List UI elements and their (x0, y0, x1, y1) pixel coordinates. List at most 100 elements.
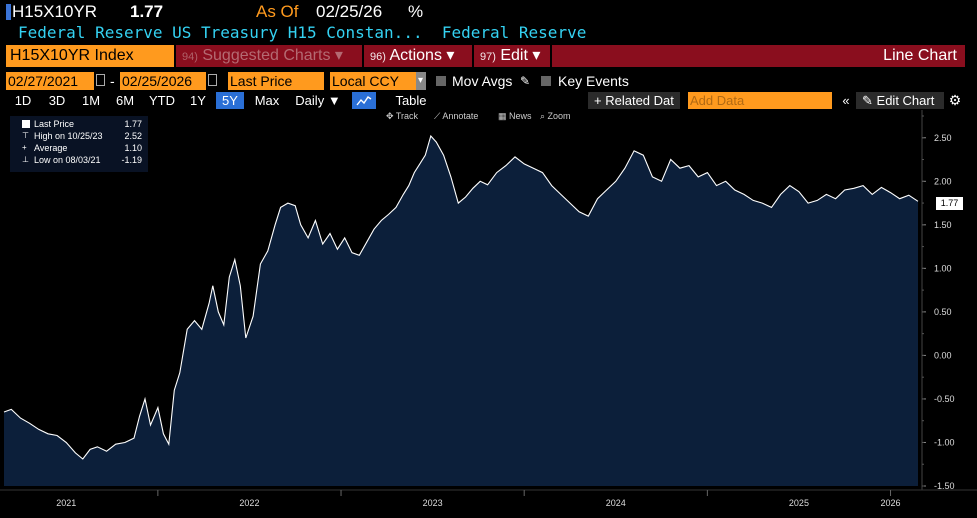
key-events-label: Key Events (558, 73, 629, 89)
legend-high: ⊤ High on 10/25/23 2.52 (10, 130, 148, 142)
collapse-icon[interactable]: « (842, 93, 850, 108)
y-tick-label: 1.50 (934, 220, 952, 230)
chart-type-label: Line Chart (552, 45, 965, 67)
y-tick-label: 2.50 (934, 133, 952, 143)
field-select[interactable]: Last Price (228, 72, 324, 90)
currency-select[interactable]: Local CCY (330, 72, 416, 90)
as-of-label: As Of (256, 2, 299, 21)
ticker-symbol[interactable]: H15X10YR (12, 2, 98, 21)
date-separator: - (110, 73, 115, 89)
edit-chart-button[interactable]: ✎ Edit Chart (856, 92, 944, 109)
plus-icon: + (594, 93, 602, 108)
line-chart[interactable]: 2.50 2.00 1.50 1.00 0.50 0.00 -0.50 -1.00 -1.50 2… (0, 110, 977, 518)
chevron-down-icon: ▾ (532, 47, 541, 64)
chart-area[interactable]: 2.50 2.00 1.50 1.00 0.50 0.00 -0.50 -1.00 -1.50 2… (0, 110, 977, 518)
chart-legend: Last Price 1.77 ⊤ High on 10/25/23 2.52 … (10, 116, 148, 172)
range-button-6m[interactable]: 6M (115, 93, 135, 108)
legend-last-price[interactable]: Last Price 1.77 (10, 118, 148, 130)
range-button-1m[interactable]: 1M (81, 93, 101, 108)
x-tick-label: 2026 (881, 498, 901, 508)
mov-avgs-checkbox[interactable] (436, 76, 446, 86)
actions-menu[interactable]: 96) Actions ▾ (364, 45, 472, 67)
pencil-icon[interactable]: ✎ (520, 74, 531, 88)
legend-last-value: 1.77 (124, 119, 142, 129)
chart-controls: 02/27/2021 - 02/25/2026 Last Price Local… (0, 72, 977, 90)
zoom-tool[interactable]: ⌕ Zoom (540, 111, 571, 121)
x-tick-label: 2025 (789, 498, 809, 508)
ticker-header: H15X10YR 1.77 As Of 02/25/26 % (0, 0, 977, 24)
line-chart-icon[interactable] (352, 92, 376, 109)
range-toolbar: 1D 3D 1M 6M YTD 1Y 5Y Max Daily ▼ Table + Relat… (0, 92, 977, 109)
suggested-charts-menu[interactable]: 94) Suggested Charts ▾ (176, 45, 362, 67)
range-button-1y[interactable]: 1Y (190, 93, 206, 108)
news-label: News (509, 111, 532, 121)
range-button-ytd[interactable]: YTD (149, 93, 175, 108)
y-tick-label: -0.50 (934, 394, 955, 404)
y-tick-label: -1.50 (934, 481, 955, 491)
range-button-3d[interactable]: 3D (48, 93, 66, 108)
menu-bar: H15X10YR Index 94) Suggested Charts ▾ 96… (0, 45, 977, 67)
chevron-down-icon: ▾ (446, 47, 455, 64)
legend-avg-label: Average (34, 143, 68, 153)
low-marker-icon: ⊥ (22, 155, 29, 164)
x-tick-label: 2021 (56, 498, 76, 508)
series-area-fill (4, 136, 918, 486)
last-price-badge: 1.77 (936, 197, 963, 210)
mov-avgs-label: Mov Avgs (452, 73, 513, 89)
x-tick-label: 2023 (423, 498, 443, 508)
edit-number: 97) (480, 51, 496, 63)
range-button-5y[interactable]: 5Y (216, 92, 244, 109)
legend-last-label: Last Price (34, 119, 75, 129)
series-line-last-price (3, 134, 919, 460)
range-button-1d[interactable]: 1D (14, 93, 32, 108)
y-tick-label: 1.00 (934, 263, 952, 273)
y-tick-label: -1.00 (934, 437, 955, 447)
high-marker-icon: ⊤ (22, 131, 29, 140)
y-tick-label: 2.00 (934, 176, 952, 186)
range-button-max[interactable]: Max (254, 93, 280, 108)
calendar-icon[interactable] (96, 74, 105, 86)
related-data-button[interactable]: + Related Dat (588, 92, 680, 109)
end-date-field[interactable]: 02/25/2026 (120, 72, 206, 90)
key-events-checkbox[interactable] (541, 76, 551, 86)
security-description: Federal Reserve US Treasury H15 Constan.… (18, 23, 587, 42)
news-tool[interactable]: ▦ News (498, 111, 532, 121)
edit-label: Edit (500, 47, 528, 64)
legend-low: ⊥ Low on 08/03/21 -1.19 (10, 154, 148, 166)
frequency-label: Daily (295, 93, 325, 108)
legend-avg-value: 1.10 (124, 143, 142, 153)
legend-swatch (22, 120, 30, 128)
table-button[interactable]: Table (395, 93, 427, 108)
suggested-charts-label: Suggested Charts (202, 47, 331, 64)
chevron-down-icon[interactable]: ▾ (416, 72, 426, 90)
last-price-value: 1.77 (130, 2, 164, 21)
legend-high-label: High on 10/25/23 (34, 131, 103, 141)
actions-number: 96) (370, 51, 386, 63)
as-of-date: 02/25/26 (316, 2, 383, 21)
chevron-down-icon: ▾ (334, 47, 343, 64)
edit-chart-label: Edit Chart (876, 93, 935, 108)
legend-low-value: -1.19 (121, 155, 142, 165)
gear-icon[interactable]: ⚙ (948, 92, 962, 108)
index-command-field[interactable]: H15X10YR Index (6, 45, 174, 67)
legend-average: + Average 1.10 (10, 142, 148, 154)
annotate-label: Annotate (442, 111, 479, 121)
x-tick-label: 2024 (606, 498, 626, 508)
start-date-field[interactable]: 02/27/2021 (6, 72, 94, 90)
pencil-icon: ✎ (862, 93, 873, 108)
actions-label: Actions (389, 47, 442, 64)
unit-label: % (408, 2, 424, 21)
suggested-charts-number: 94) (182, 51, 198, 63)
add-data-input[interactable]: Add Data (688, 92, 832, 109)
legend-high-value: 2.52 (124, 131, 142, 141)
x-tick-label: 2022 (239, 498, 259, 508)
ticker-marker (6, 4, 11, 20)
chart-type-text: Line Chart (883, 47, 957, 64)
track-tool[interactable]: ✥ Track (386, 111, 419, 121)
y-tick-label: 0.50 (934, 307, 952, 317)
annotate-tool[interactable]: ⟋ Annotate (434, 111, 479, 121)
calendar-icon[interactable] (208, 74, 217, 86)
edit-menu[interactable]: 97) Edit ▾ (474, 45, 550, 67)
frequency-select[interactable]: Daily ▼ (295, 93, 341, 108)
y-tick-label: 0.00 (934, 350, 952, 360)
